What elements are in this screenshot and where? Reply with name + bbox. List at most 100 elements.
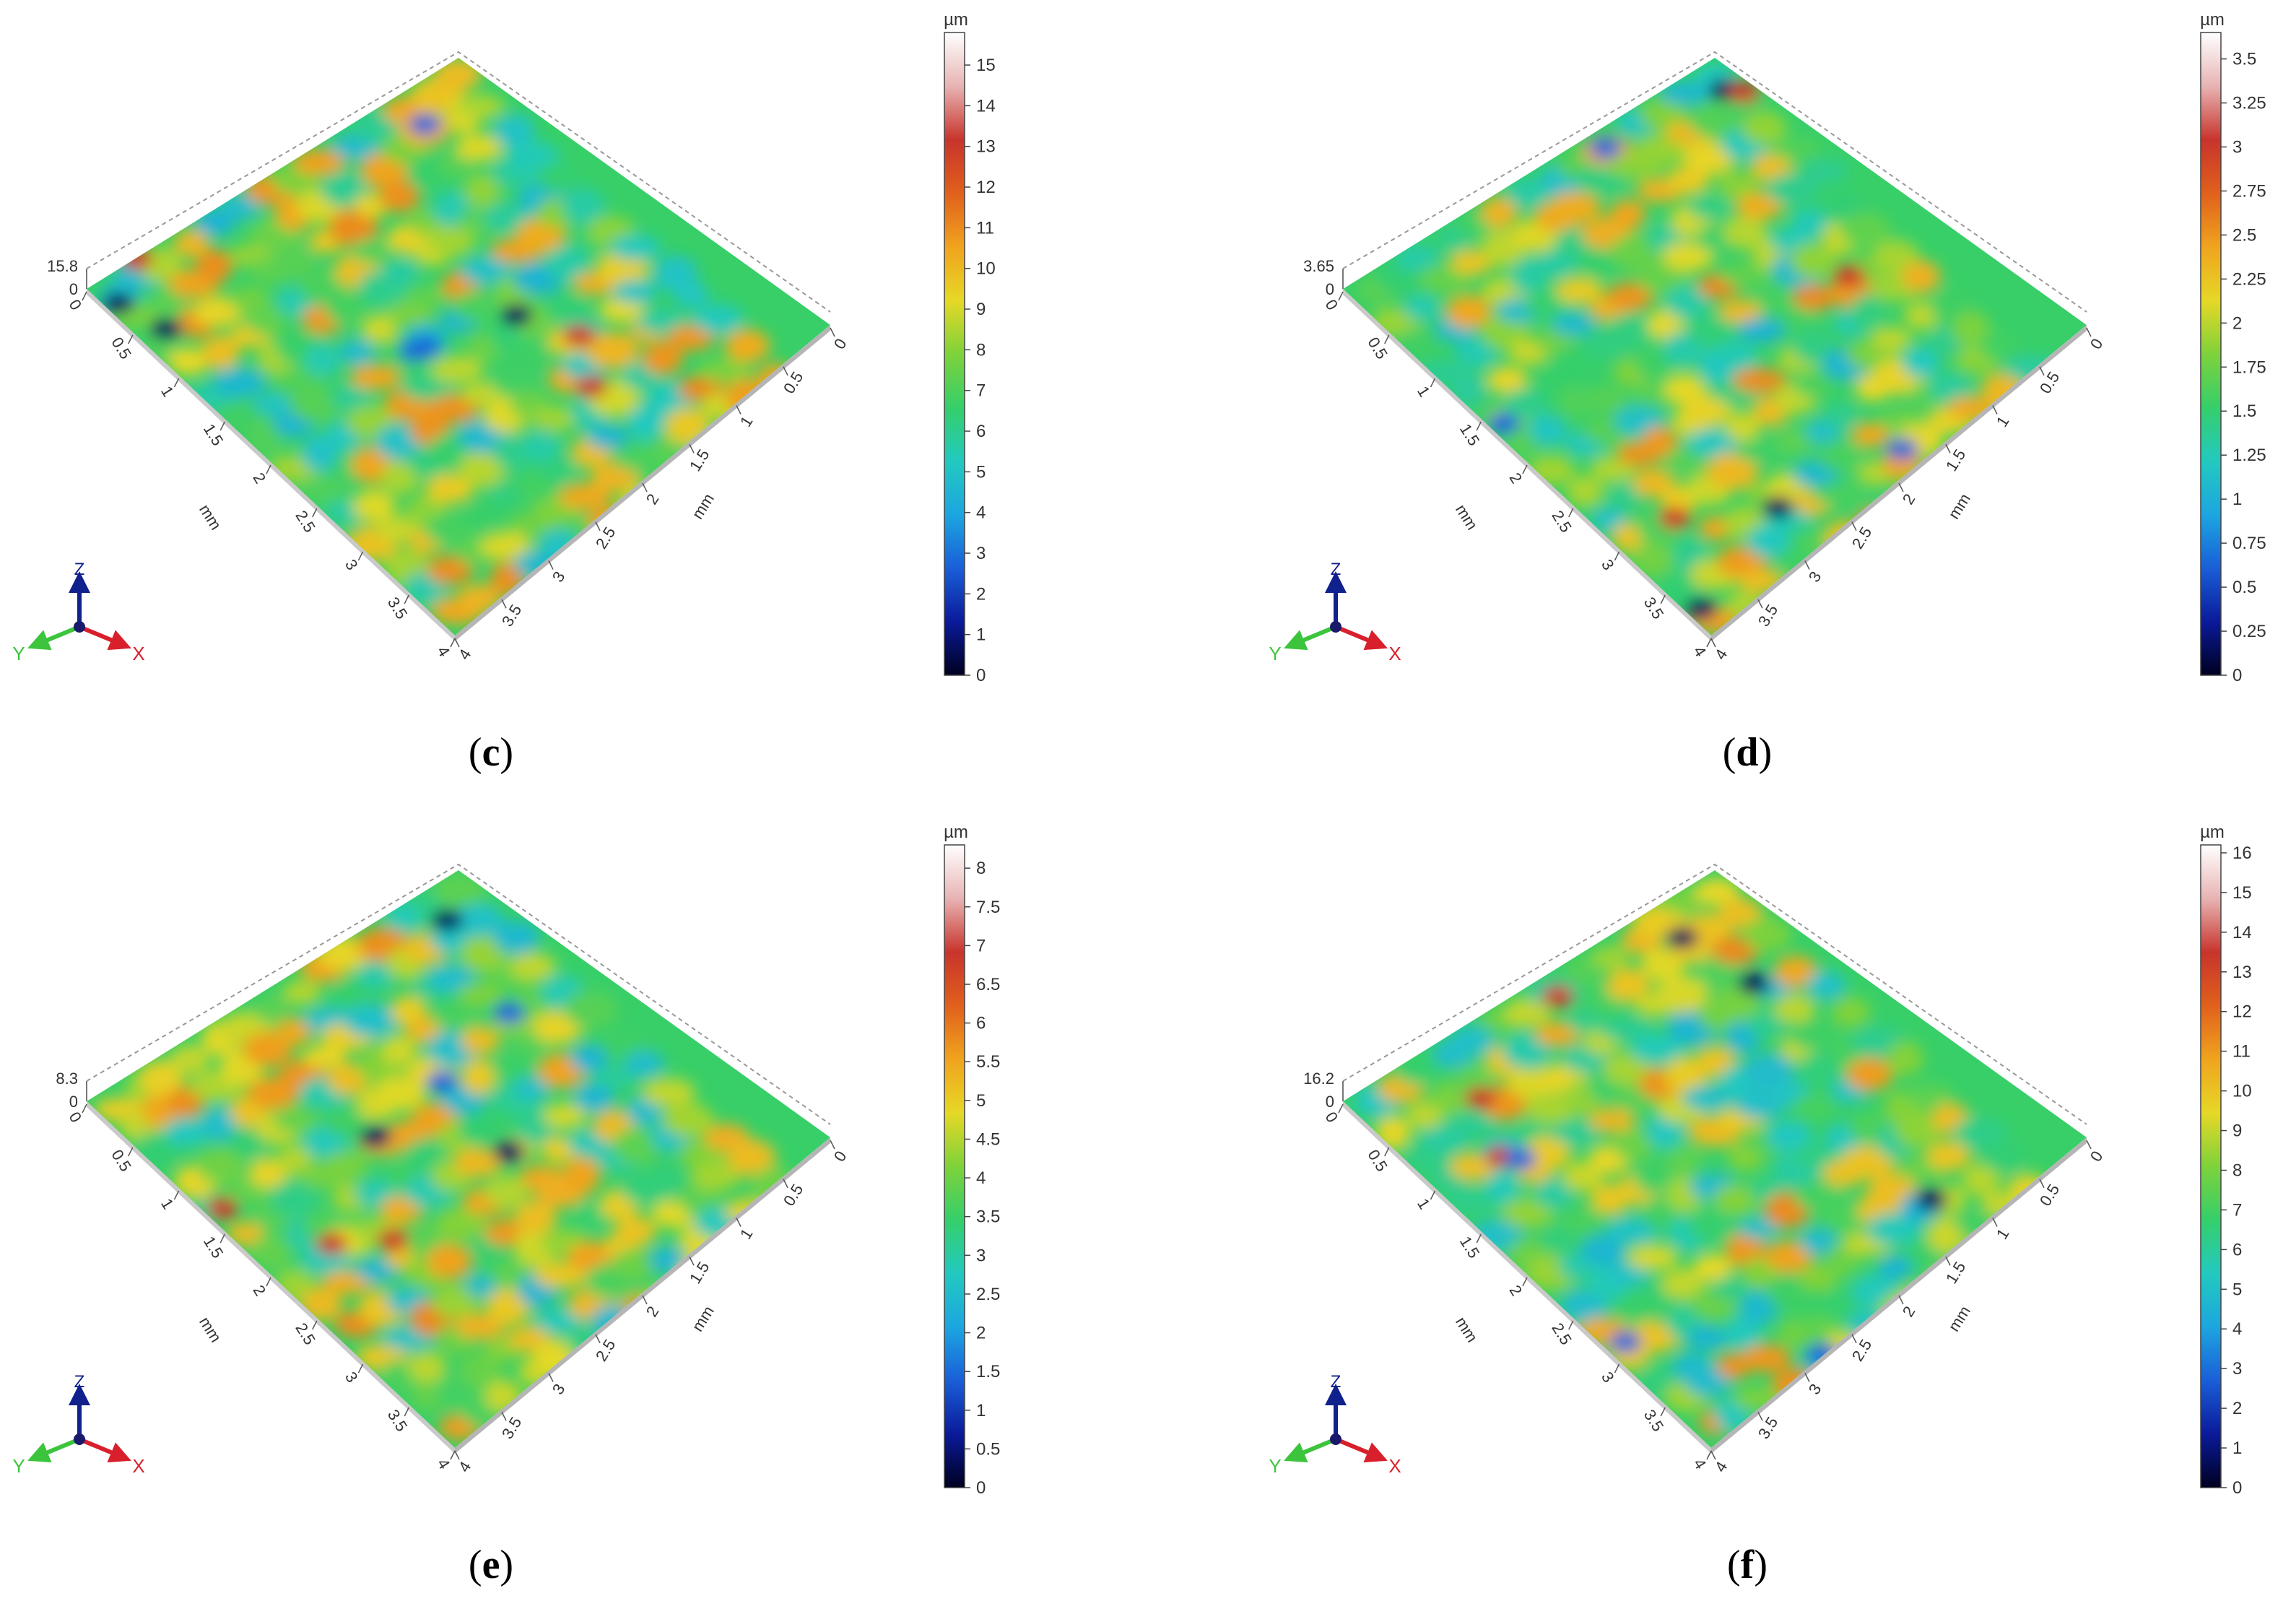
x-axis-tick-mark — [1338, 291, 1344, 301]
colorbar-tick-label: 6.5 — [976, 975, 1000, 994]
y-axis-tick-mark — [783, 366, 788, 376]
colorbar-gradient — [944, 844, 965, 1488]
colorbar-tick-label: 4.5 — [976, 1129, 1000, 1149]
surface-3d — [1343, 870, 2087, 1448]
x-axis-label: mm — [1452, 1314, 1482, 1345]
y-axis-tick-label: 1.5 — [1942, 1259, 1969, 1287]
surface-frame — [1342, 863, 2087, 1125]
x-axis-tick-mark — [450, 1450, 456, 1460]
y-axis-tick-mark — [2039, 366, 2045, 376]
z-min-label: 0 — [69, 280, 78, 298]
surface-frame — [86, 51, 831, 313]
triad-z-label: Z — [1331, 1372, 1341, 1392]
colorbar-tick-label: 11 — [2232, 1042, 2251, 1062]
y-axis-tick-label: 1.5 — [1942, 446, 1969, 474]
colorbar-tick-label: 2.75 — [2232, 181, 2266, 201]
colorbar-tick-label: 5.5 — [976, 1052, 1000, 1072]
surface-3d — [87, 58, 830, 635]
colorbar-tick-label: 13 — [2232, 963, 2252, 982]
colorbar-tick-label: 1 — [2232, 490, 2242, 509]
x-axis-tick-label: 0 — [1322, 296, 1342, 313]
colorbar-tick-label: 0.5 — [976, 1439, 1000, 1459]
panel-f: 16.2000.511.522.533.5400.511.522.533.54m… — [1269, 823, 2251, 1587]
z-min-label: 0 — [69, 1093, 78, 1111]
x-axis-tick-mark — [128, 1147, 134, 1157]
y-axis-tick-label: 3.5 — [498, 1414, 525, 1442]
y-axis-tick-mark — [1945, 443, 1951, 454]
triad-x-label: X — [132, 1455, 144, 1477]
colorbar-tick-label: 0.5 — [2232, 578, 2256, 597]
y-axis-tick-label: 3 — [1805, 568, 1825, 586]
x-axis-tick-mark — [404, 594, 409, 604]
y-axis-tick-label: 4 — [455, 646, 475, 663]
x-axis-tick-mark — [1568, 508, 1574, 518]
surface-3d — [87, 870, 830, 1448]
x-axis-tick-label: 0 — [66, 296, 86, 313]
y-axis-tick-label: 0 — [830, 335, 851, 352]
y-axis-tick-mark — [1851, 521, 1857, 532]
y-axis-tick-label: 0 — [2087, 1147, 2107, 1165]
z-max-label: 3.65 — [1303, 257, 1334, 275]
x-axis-tick-mark — [1706, 638, 1712, 648]
axis-triad-icon: Z Y X — [12, 1372, 144, 1477]
y-axis-tick-label: 4 — [1711, 1458, 1731, 1475]
colorbar-tick-label: 1 — [976, 625, 986, 645]
colorbar-gradient — [2200, 32, 2222, 676]
triad-x-label: X — [132, 643, 144, 664]
triad-origin — [1330, 621, 1341, 633]
colorbar-tick-label: 15 — [976, 56, 996, 75]
colorbar-tick-label: 1.25 — [2232, 446, 2266, 465]
colorbar-tick-label: 1.75 — [2232, 357, 2266, 377]
y-axis-tick-label: 1 — [1993, 1225, 2013, 1243]
colorbar: µm 0 0.5 1 1.5 2 2.5 3 3.5 4 4.5 5 5.5 6 6.5 7 7.5 8 — [944, 823, 1000, 1498]
panel-c: 15.8000.511.522.533.5400.511.522.533.54m… — [12, 10, 995, 775]
y-axis-tick-mark — [642, 482, 648, 493]
y-axis-tick-label: 0 — [2087, 335, 2107, 352]
x-axis-tick-mark — [1614, 1363, 1620, 1374]
colorbar-tick-label: 10 — [976, 259, 996, 279]
y-axis-tick-mark — [548, 560, 554, 570]
triad-y-label: Y — [12, 1455, 25, 1477]
y-axis-label: mm — [688, 1303, 718, 1335]
colorbar-tick-label: 7 — [976, 936, 986, 955]
y-axis-tick-mark — [689, 443, 695, 454]
panel-caption: (e) — [469, 1543, 513, 1587]
y-axis-tick-mark — [1898, 1295, 1904, 1305]
colorbar-tick-label: 0.75 — [2232, 534, 2266, 553]
x-axis-tick-mark — [312, 508, 318, 518]
surface-texture — [93, 873, 815, 1441]
y-axis-tick-label: 3 — [549, 568, 569, 586]
colorbar-tick-label: 3.5 — [976, 1207, 1000, 1227]
z-max-label: 16.2 — [1303, 1070, 1334, 1088]
colorbar-tick-label: 9 — [2232, 1121, 2242, 1141]
colorbar-tick-label: 5 — [976, 1091, 986, 1111]
x-axis-tick-label: 1 — [157, 383, 178, 400]
y-axis-tick-mark — [1851, 1334, 1857, 1344]
y-axis-tick-label: 3 — [1805, 1381, 1825, 1398]
y-axis-tick-label: 0 — [830, 1147, 851, 1165]
y-axis-tick-mark — [454, 1450, 460, 1460]
colorbar-tick-label: 0.25 — [2232, 622, 2266, 641]
colorbar-tick-label: 0 — [2232, 666, 2242, 685]
y-axis-tick-mark — [501, 599, 507, 609]
triad-z-label: Z — [1331, 560, 1341, 579]
y-axis-tick-label: 2 — [643, 490, 663, 508]
x-arrow — [1334, 625, 1388, 651]
x-axis-tick-mark — [173, 378, 180, 388]
y-axis-tick-label: 4 — [455, 1458, 475, 1475]
x-arrow — [78, 625, 131, 651]
colorbar-tick-label: 14 — [2232, 923, 2252, 942]
y-axis-tick-label: 2 — [1899, 490, 1919, 508]
y-axis-label: mm — [1944, 1303, 1974, 1335]
colorbar-unit: µm — [2200, 823, 2225, 842]
x-axis-tick-mark — [173, 1190, 180, 1200]
x-axis-label: mm — [196, 1314, 225, 1345]
x-axis-tick-mark — [1522, 1277, 1528, 1287]
x-axis-tick-mark — [1522, 464, 1528, 474]
y-axis-tick-label: 0.5 — [780, 1181, 806, 1209]
colorbar-tick-label: 10 — [2232, 1082, 2252, 1101]
x-axis-tick-mark — [1384, 1147, 1390, 1157]
panel-caption: (d) — [1723, 730, 1772, 775]
y-axis-tick-mark — [736, 1218, 742, 1227]
